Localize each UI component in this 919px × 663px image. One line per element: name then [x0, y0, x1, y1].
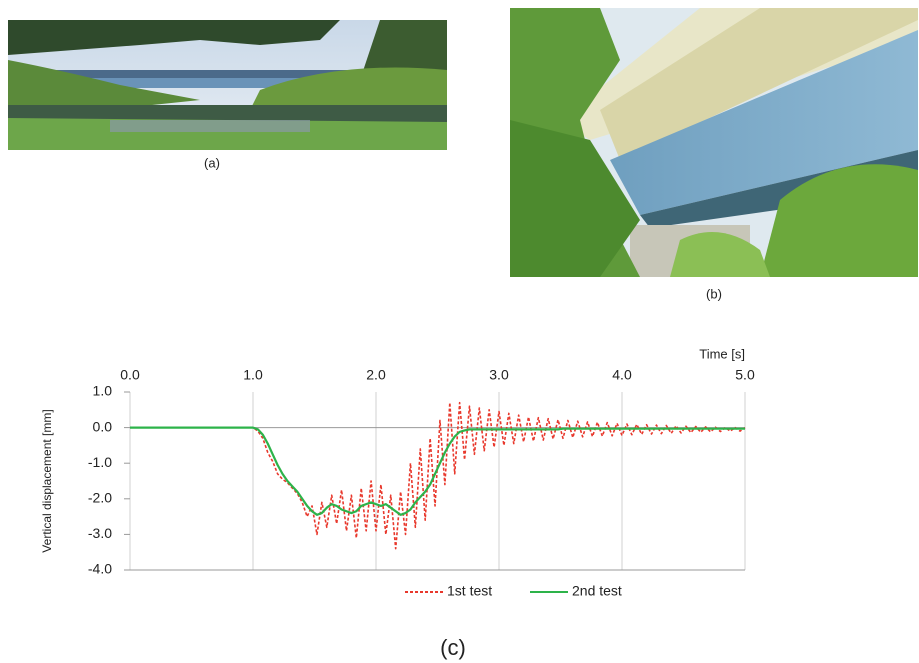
x-tick-label: 5.0	[735, 367, 755, 383]
y-tick-label: -1.0	[88, 454, 112, 470]
x-tick-label: 3.0	[489, 367, 509, 383]
y-tick-label: 1.0	[93, 383, 113, 399]
y-tick-label: 0.0	[93, 418, 113, 434]
x-tick-label: 1.0	[243, 367, 263, 383]
x-tick-label: 2.0	[366, 367, 386, 383]
data-line	[130, 426, 745, 516]
caption: (c)	[440, 635, 466, 660]
legend-label: 1st test	[447, 583, 492, 599]
legend-label: 2nd test	[572, 583, 622, 599]
panel-label: (a)	[204, 155, 220, 170]
data-line	[130, 401, 746, 550]
photo-bridge-girder	[510, 8, 918, 277]
x-tick-label: 4.0	[612, 367, 632, 383]
y-tick-label: -3.0	[88, 525, 112, 541]
photo-river-bridge	[8, 20, 447, 150]
panel-label: (b)	[706, 286, 722, 301]
y-axis-title: Vertical displacement [mm]	[40, 409, 54, 552]
y-tick-label: -2.0	[88, 490, 112, 506]
x-tick-label: 0.0	[120, 367, 140, 383]
y-tick-label: -4.0	[88, 561, 112, 577]
x-axis-title: Time [s]	[699, 346, 745, 361]
